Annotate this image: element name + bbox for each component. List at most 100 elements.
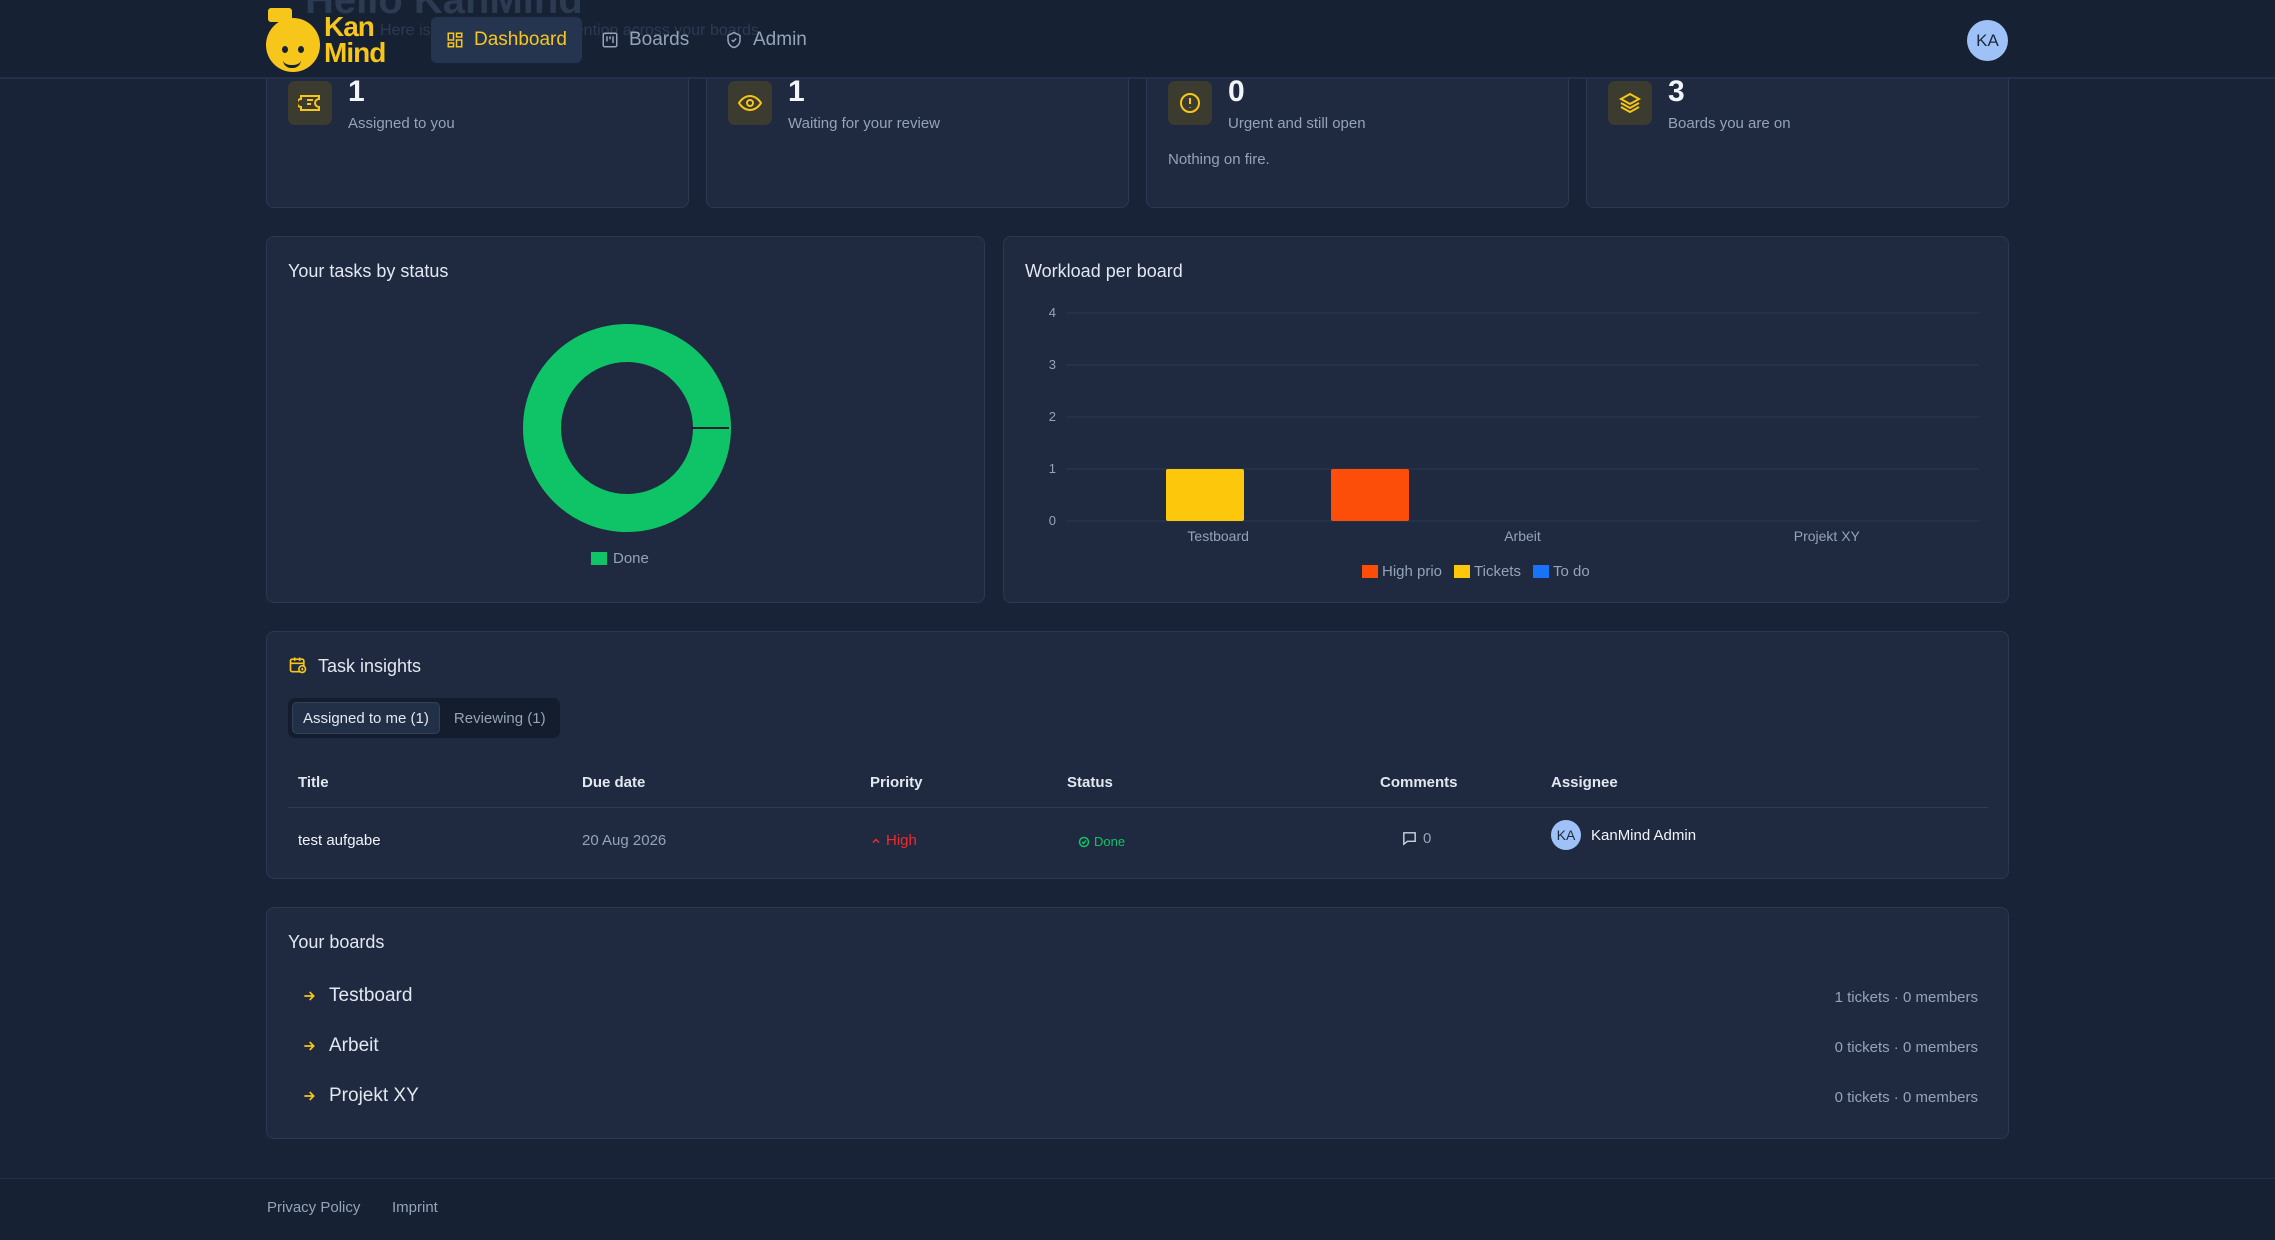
- task-due-date: 20 Aug 2026: [582, 832, 667, 849]
- priority-badge: High: [870, 832, 917, 849]
- y-tick-label: 3: [1049, 357, 1056, 372]
- chart-title: Your tasks by status: [288, 261, 449, 281]
- imprint-link[interactable]: Imprint: [392, 1199, 438, 1216]
- nav-boards[interactable]: Boards: [586, 17, 704, 63]
- task-title[interactable]: test aufgabe: [298, 832, 381, 849]
- nav-dashboard[interactable]: Dashboard: [431, 17, 582, 63]
- y-tick-label: 1: [1049, 461, 1056, 476]
- bar-legend: High prio Tickets To do: [1362, 563, 1590, 580]
- x-tick-label: Arbeit: [1504, 528, 1541, 544]
- arrow-right-icon: [304, 1041, 315, 1051]
- comment-icon: [1403, 832, 1416, 846]
- workload-bar-chart: 0 1 2 3 4 Testboard Arbeit Projekt XY: [1049, 305, 1979, 544]
- logo-face-icon: [266, 18, 320, 72]
- your-boards-card: Your boards Testboard 1 tickets · 0 memb…: [266, 907, 2009, 1139]
- stat-value: 1: [788, 75, 805, 108]
- chevron-up-icon: [872, 837, 880, 843]
- legend-swatch-done: [591, 552, 607, 565]
- x-tick-label: Testboard: [1187, 528, 1248, 544]
- eye-icon: [728, 81, 772, 125]
- y-tick-label: 2: [1049, 409, 1056, 424]
- top-navigation-bar: Hello KanMind Here is what needs your at…: [0, 0, 2275, 79]
- stat-card-review[interactable]: 1 Waiting for your review: [706, 60, 1129, 208]
- board-name: Testboard: [329, 985, 413, 1006]
- column-header-comments[interactable]: Comments: [1380, 774, 1458, 791]
- calendar-clock-icon: [289, 657, 307, 674]
- legend-swatch-tickets: [1454, 565, 1471, 578]
- insights-title: Task insights: [318, 656, 422, 676]
- priority-label: High: [886, 832, 917, 849]
- board-link-testboard[interactable]: Testboard: [301, 985, 412, 1007]
- y-tick-label: 0: [1049, 513, 1056, 528]
- stat-value: 0: [1228, 75, 1245, 108]
- assignee-avatar: KA: [1551, 820, 1581, 850]
- nav-boards-label: Boards: [629, 29, 690, 50]
- column-header-title[interactable]: Title: [298, 774, 329, 791]
- table-divider: [288, 807, 1988, 808]
- comments-count[interactable]: 0: [1401, 830, 1431, 847]
- board-meta: 1 tickets · 0 members: [1834, 989, 1978, 1006]
- column-header-priority[interactable]: Priority: [870, 774, 923, 791]
- workload-per-board-card: Workload per board 0 1 2 3 4 Testboard Arbeit P…: [1003, 236, 2009, 603]
- legend-label-to-do[interactable]: To do: [1552, 563, 1590, 580]
- x-tick-label: Projekt XY: [1794, 528, 1861, 544]
- status-donut-chart: [523, 324, 731, 532]
- layers-icon: [1608, 81, 1652, 125]
- bar-high-prio-testboard[interactable]: [1331, 469, 1409, 521]
- page-title-ghost: Hello KanMind: [305, 0, 583, 22]
- nav-admin[interactable]: Admin: [710, 17, 822, 63]
- stat-card-boards[interactable]: 3 Boards you are on: [1586, 60, 2009, 208]
- stat-label: Waiting for your review: [788, 115, 940, 132]
- board-link-projekt-xy[interactable]: Projekt XY: [301, 1085, 419, 1107]
- legend-swatch-high-prio: [1362, 565, 1378, 578]
- legend-label-high-prio[interactable]: High prio: [1382, 563, 1443, 580]
- column-header-due-date[interactable]: Due date: [582, 774, 646, 791]
- chart-title: Workload per board: [1025, 261, 1183, 281]
- column-header-status[interactable]: Status: [1067, 774, 1113, 791]
- check-circle-icon: [1078, 836, 1090, 847]
- stat-value: 1: [348, 75, 365, 108]
- comments-value: 0: [1423, 830, 1432, 847]
- donut-legend: Done: [591, 550, 649, 567]
- legend-swatch-to-do: [1532, 565, 1549, 578]
- tab-reviewing[interactable]: Reviewing (1): [453, 709, 546, 727]
- board-link-arbeit[interactable]: Arbeit: [301, 1035, 379, 1057]
- board-icon: [602, 32, 618, 48]
- tab-assigned-to-me[interactable]: Assigned to me (1): [292, 702, 440, 734]
- nav-admin-label: Admin: [753, 29, 807, 50]
- tasks-by-status-card: Your tasks by status Done: [266, 236, 985, 603]
- stat-label: Assigned to you: [348, 115, 455, 132]
- legend-label-done: Done: [613, 550, 649, 567]
- donut-slice-done[interactable]: [523, 324, 731, 532]
- logo-text: Kan Mind: [324, 11, 386, 68]
- board-name: Arbeit: [329, 1035, 379, 1056]
- stat-note: Nothing on fire.: [1168, 151, 1270, 168]
- stat-value: 3: [1668, 75, 1685, 108]
- arrow-right-icon: [304, 991, 315, 1001]
- status-badge: Done: [1078, 834, 1125, 849]
- status-label: Done: [1094, 834, 1126, 849]
- boards-title: Your boards: [288, 932, 385, 952]
- stat-card-assigned[interactable]: 1 Assigned to you: [266, 60, 689, 208]
- stat-label: Boards you are on: [1668, 115, 1791, 132]
- y-tick-label: 4: [1049, 305, 1056, 320]
- ticket-icon: [288, 81, 332, 125]
- footer: Privacy Policy Imprint: [0, 1178, 2275, 1240]
- board-name: Projekt XY: [329, 1085, 419, 1106]
- task-insights-card: Task insights Assigned to me (1) Reviewi…: [266, 631, 2009, 879]
- board-meta: 0 tickets · 0 members: [1834, 1089, 1978, 1106]
- kanmind-logo[interactable]: Kan Mind: [266, 8, 406, 72]
- stat-label: Urgent and still open: [1228, 115, 1366, 132]
- dashboard-icon: [447, 32, 463, 48]
- insights-tabs: Assigned to me (1) Reviewing (1): [288, 698, 560, 738]
- alert-icon: [1168, 81, 1212, 125]
- bar-tickets-testboard[interactable]: [1166, 469, 1244, 521]
- privacy-policy-link[interactable]: Privacy Policy: [267, 1199, 361, 1216]
- user-avatar[interactable]: KA: [1967, 20, 2008, 61]
- column-header-assignee[interactable]: Assignee: [1551, 774, 1618, 791]
- nav-dashboard-label: Dashboard: [474, 29, 567, 50]
- stat-card-urgent[interactable]: 0 Urgent and still open Nothing on fire.: [1146, 60, 1569, 208]
- shield-check-icon: [727, 31, 741, 49]
- legend-label-tickets[interactable]: Tickets: [1474, 563, 1521, 580]
- assignee: KA KanMind Admin: [1551, 820, 1696, 850]
